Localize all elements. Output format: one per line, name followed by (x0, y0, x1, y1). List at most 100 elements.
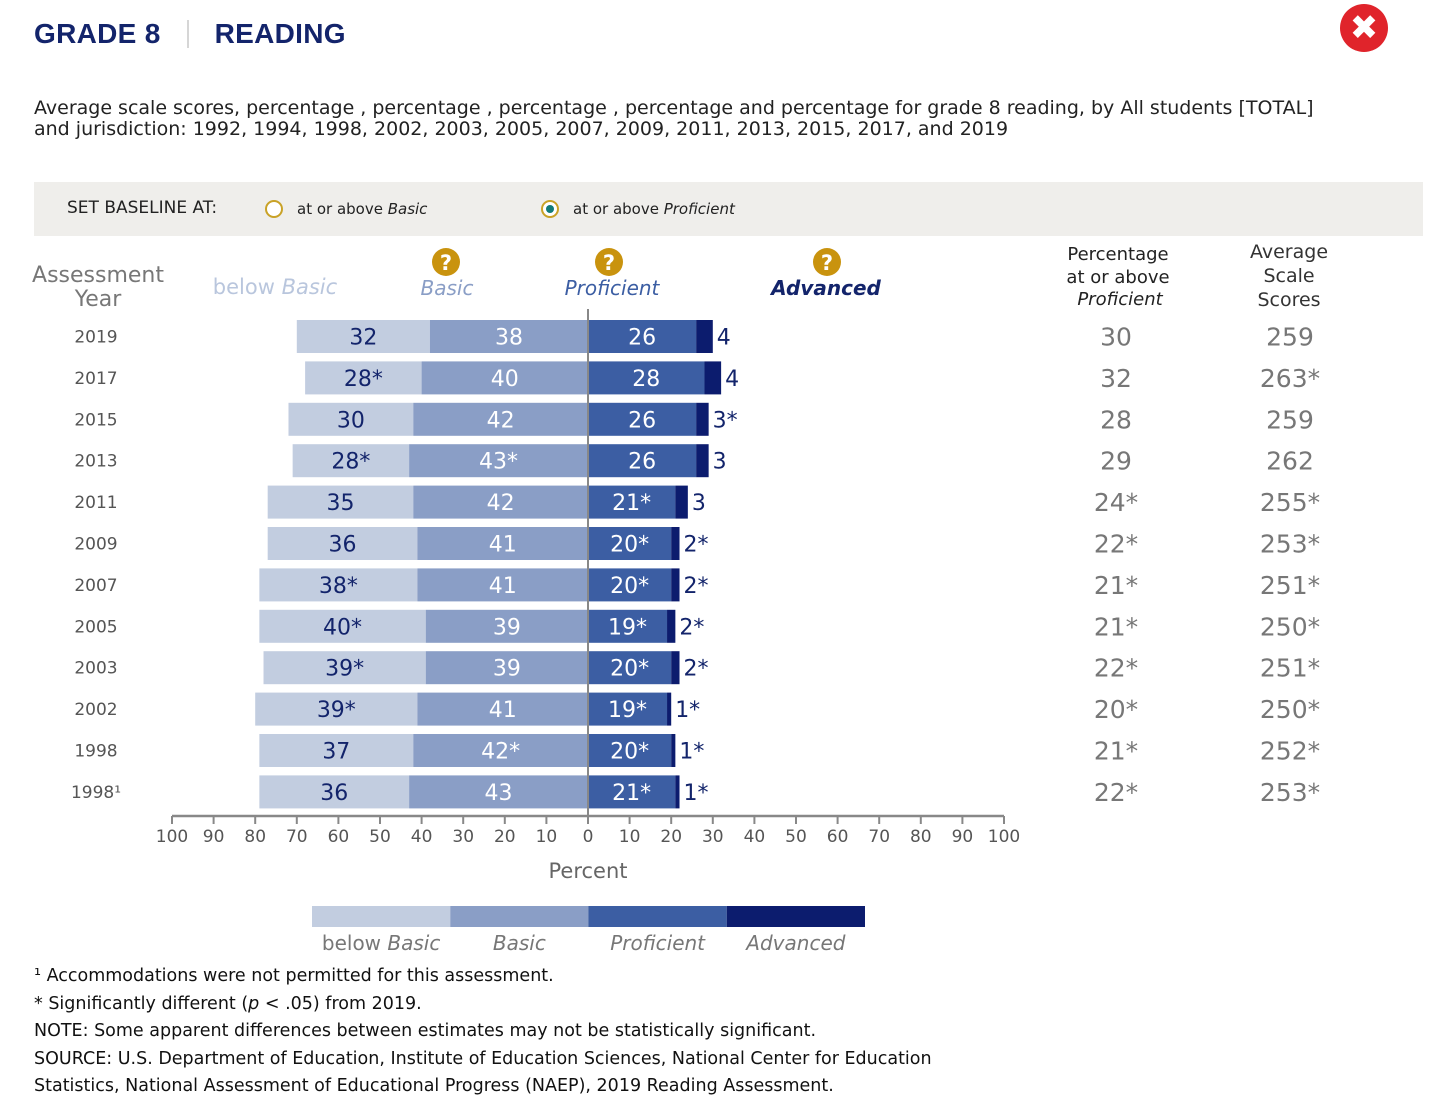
label-basic: 42 (487, 491, 515, 516)
proficient-help-icon[interactable]: ? (595, 248, 623, 276)
x-tick-label: 0 (583, 827, 594, 847)
label-advanced: 3 (692, 491, 706, 516)
year-header-line1: Assessment (32, 263, 164, 288)
bar-below-basic (259, 775, 410, 809)
label-basic: 39 (493, 615, 521, 640)
pct-proficient-value: 22* (1094, 778, 1138, 807)
year-label: 2003 (74, 659, 117, 679)
avg-score-value: 253* (1260, 530, 1320, 559)
bar-below-basic (259, 568, 418, 602)
legend-label: Proficient (610, 931, 706, 955)
label-below-basic: 38* (319, 574, 358, 599)
x-axis: 100 90 80 70 60 50 40 30 20 10 0 10 20 30 40 50 60 70 80 90… (156, 814, 1020, 847)
bar-below-basic (255, 692, 418, 726)
label-advanced: 1* (684, 781, 709, 806)
label-basic: 41 (489, 574, 517, 599)
bar-row: 2013 28* 43* 26 3 29 262 (74, 444, 1314, 478)
radio-basic-label[interactable]: at or above Basic (297, 200, 428, 218)
bar-basic (413, 734, 588, 767)
bar-advanced (696, 444, 709, 478)
avg-score-value: 253* (1260, 778, 1320, 807)
x-tick-label: 40 (411, 827, 433, 847)
baseline-label: SET BASELINE AT: (67, 198, 218, 218)
advanced-help-icon[interactable]: ? (813, 248, 841, 276)
radio-proficient-label[interactable]: at or above Proficient (573, 200, 735, 218)
legend-swatch (588, 906, 727, 927)
avg-score-value: 251* (1260, 654, 1320, 683)
bar-row: 2003 39* 39 20* 2* 22* 251* (74, 651, 1320, 685)
baseline-option-proficient[interactable]: at or above Proficient (541, 196, 735, 222)
label-proficient: 19* (608, 698, 647, 723)
x-tick-label: 90 (203, 827, 225, 847)
x-tick-label: 80 (244, 827, 266, 847)
pct-proficient-value: 32 (1100, 364, 1132, 393)
bar-proficient (588, 651, 672, 685)
bar-below-basic (263, 651, 426, 685)
footnotes: ¹ Accommodations were not permitted for … (34, 964, 1034, 1102)
radio-basic[interactable] (265, 200, 283, 218)
bar-row: 2002 39* 41 19* 1* 20* 250* (74, 692, 1320, 726)
legend-label: below Basic (322, 931, 440, 955)
avg-score-value: 262 (1266, 447, 1314, 476)
label-proficient: 26 (628, 450, 656, 475)
advanced-help-glyph[interactable]: ? (821, 251, 833, 275)
year-label: 2017 (74, 369, 117, 389)
pct-proficient-value: 20* (1094, 695, 1138, 724)
label-basic: 41 (489, 698, 517, 723)
close-icon[interactable]: ✖ (1349, 8, 1379, 48)
label-below-basic: 30 (337, 408, 365, 433)
year-label: 2019 (74, 328, 117, 348)
bar-row: 2005 40* 39 19* 2* 21* 250* (74, 609, 1320, 643)
advanced-header: Advanced (769, 276, 881, 300)
label-advanced: 2* (684, 574, 709, 599)
basic-help-glyph[interactable]: ? (440, 251, 452, 275)
chart-legend: below Basic Basic Proficient Advanced (312, 906, 865, 955)
bar-row: 2019 32 38 26 4 30 259 (74, 320, 1314, 353)
avg-score-value: 251* (1260, 571, 1320, 600)
baseline-option-basic[interactable]: at or above Basic (265, 196, 427, 222)
bar-below-basic (305, 361, 422, 395)
avg-header-line2: Scale (1263, 265, 1314, 287)
pct-proficient-value: 29 (1100, 447, 1132, 476)
radio-proficient[interactable] (541, 200, 559, 218)
label-advanced: 4 (725, 367, 739, 392)
x-tick-label: 10 (536, 827, 558, 847)
label-basic: 42* (481, 740, 520, 765)
label-proficient: 26 (628, 408, 656, 433)
pct-proficient-value: 21* (1094, 612, 1138, 641)
pct-proficient-value: 22* (1094, 530, 1138, 559)
bar-below-basic (292, 444, 410, 478)
label-proficient: 21* (612, 491, 651, 516)
x-tick-label: 50 (785, 827, 807, 847)
bar-basic (409, 444, 588, 478)
pct-header-line2: at or above (1066, 267, 1169, 288)
year-label: 2007 (74, 576, 117, 596)
x-tick-label: 40 (744, 827, 766, 847)
year-label: 2009 (74, 535, 117, 555)
bar-advanced (696, 402, 709, 436)
pct-proficient-value: 22* (1094, 654, 1138, 683)
proficient-header: Proficient (565, 276, 661, 300)
label-below-basic: 35 (326, 491, 354, 516)
legend-swatch (450, 906, 589, 927)
label-proficient: 19* (608, 615, 647, 640)
label-advanced: 3* (713, 408, 738, 433)
footnote-significance: * Significantly different (p < .05) from… (34, 993, 422, 1014)
x-tick-label: 10 (619, 827, 641, 847)
proficient-help-glyph[interactable]: ? (603, 251, 615, 275)
label-basic: 39 (493, 657, 521, 682)
label-below-basic: 32 (349, 326, 377, 351)
pct-proficient-value: 21* (1094, 737, 1138, 766)
x-tick-label: 60 (328, 827, 350, 847)
page-header: GRADE 8 READING (34, 14, 346, 54)
label-proficient: 20* (610, 657, 649, 682)
grade-title: GRADE 8 (34, 18, 161, 49)
close-button[interactable]: ✖ (1340, 4, 1388, 52)
subject-title: READING (214, 18, 346, 49)
bar-row: 1998 37 42* 20* 1* 21* 252* (74, 734, 1320, 767)
basic-help-icon[interactable]: ? (432, 248, 460, 276)
bar-advanced (671, 651, 680, 685)
label-below-basic: 39* (317, 698, 356, 723)
bar-proficient (588, 485, 676, 519)
